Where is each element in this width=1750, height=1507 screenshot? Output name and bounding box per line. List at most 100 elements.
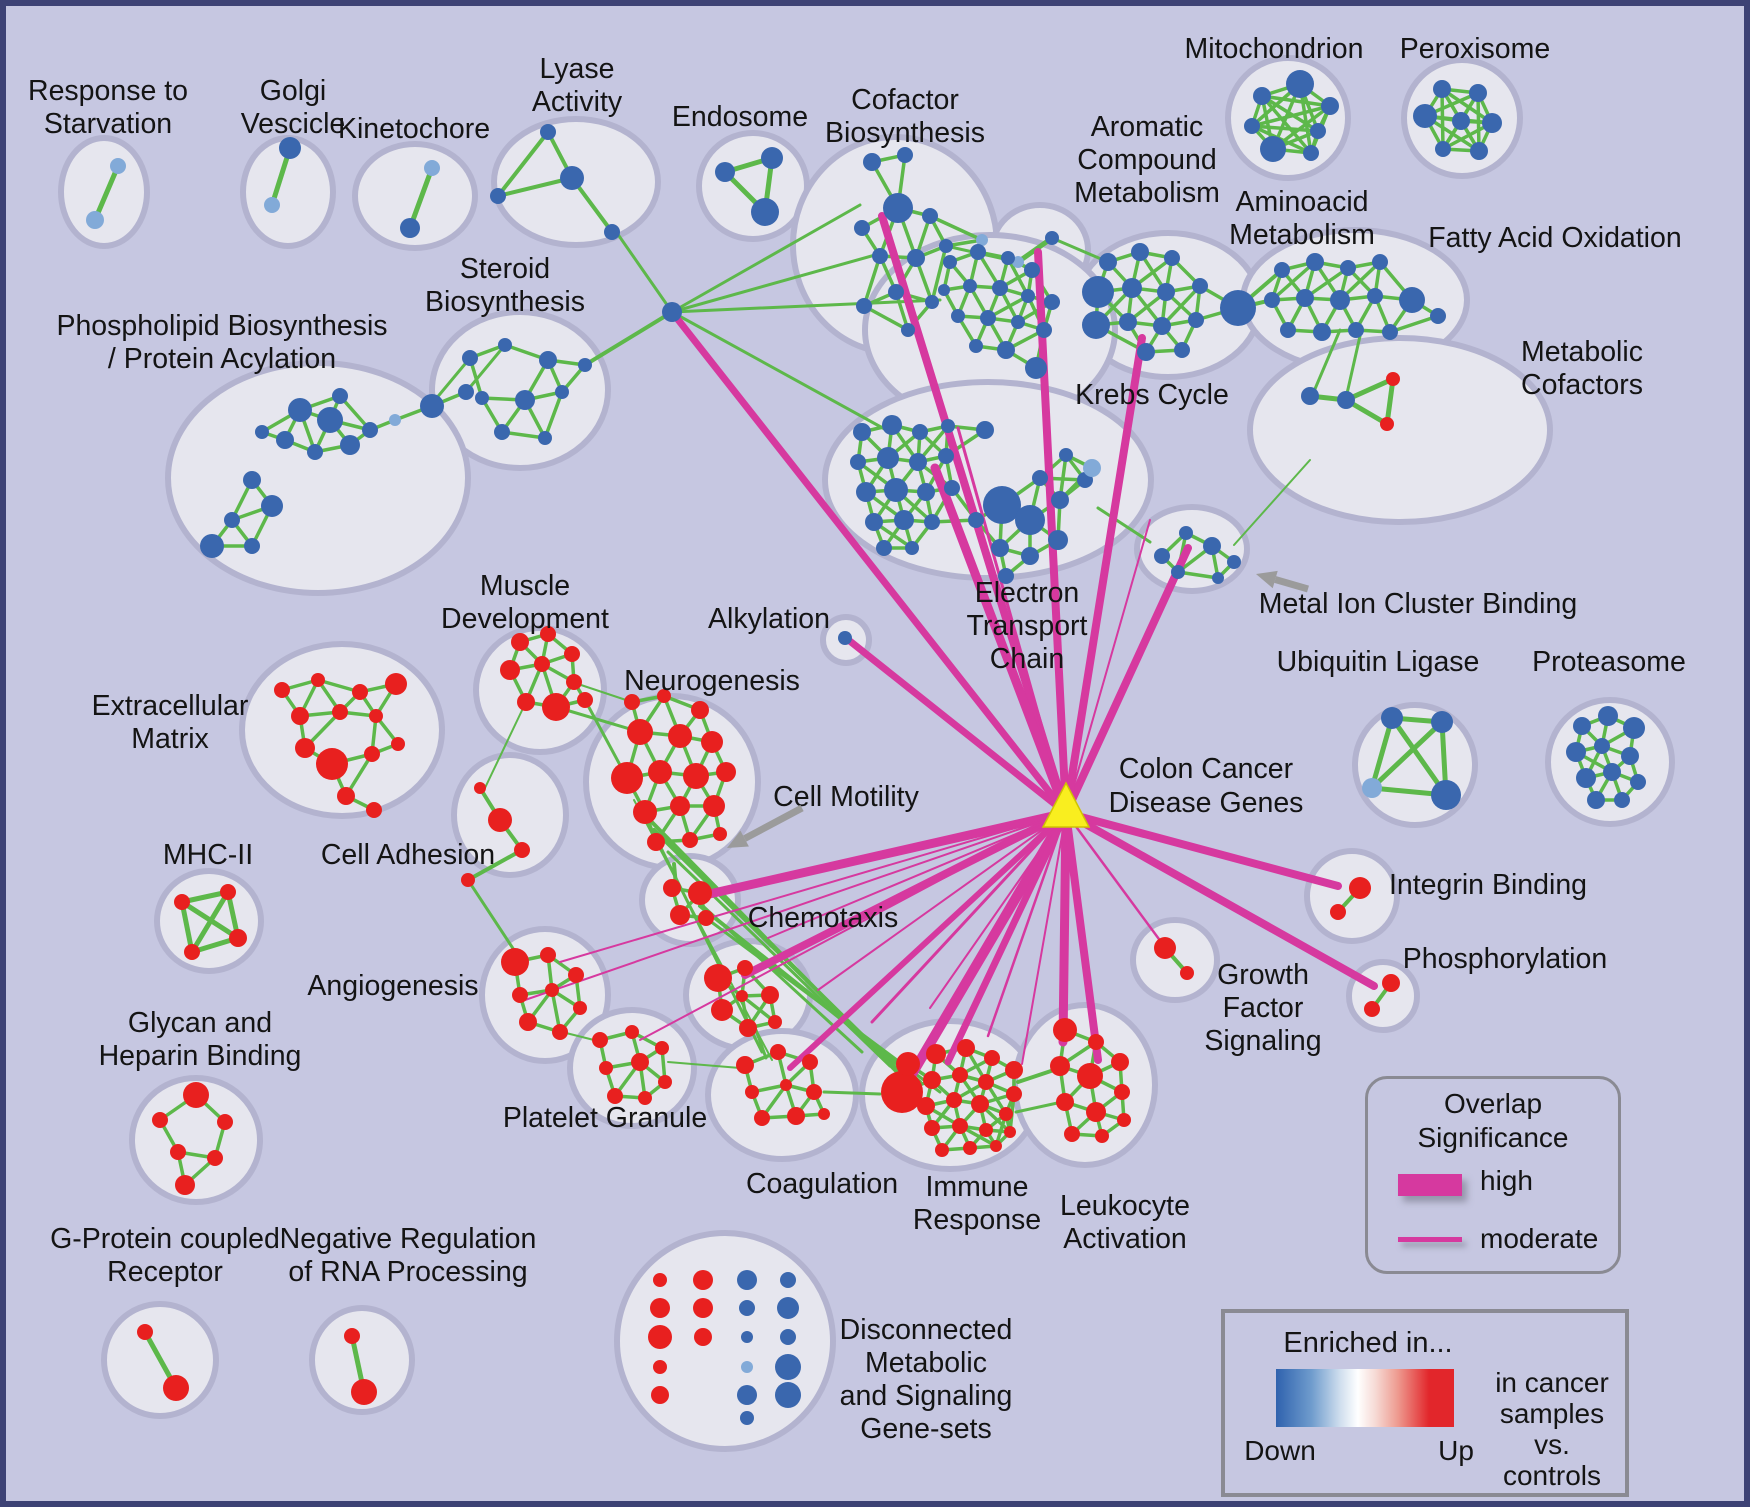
gene-set-node: [1280, 322, 1296, 338]
cluster-label-golgi-vescicle: Vescicle: [241, 108, 346, 140]
gene-set-node: [694, 1328, 712, 1346]
overlap-significance-edge: [559, 812, 1067, 963]
gene-set-node: [1203, 537, 1221, 555]
gene-set-node: [638, 1091, 652, 1105]
gene-set-node: [340, 435, 360, 455]
gene-set-node: [938, 284, 950, 296]
cluster-label-cell-adhesion: Cell Adhesion: [321, 839, 495, 871]
gene-set-node: [1364, 1001, 1380, 1017]
gene-set-node: [917, 483, 935, 501]
gene-set-node: [474, 782, 486, 794]
gene-set-edge: [496, 176, 574, 198]
gene-set-node: [1372, 254, 1388, 270]
gene-set-node: [850, 454, 866, 470]
annotations-layer: [727, 570, 1309, 848]
gene-set-node: [501, 948, 529, 976]
gene-set-edge: [1440, 87, 1494, 125]
cluster-label-aromatic-compound-metabolism: Metabolism: [1074, 177, 1220, 209]
cluster-label-lyase-activity: Activity: [532, 86, 623, 118]
gene-set-node: [170, 1144, 186, 1160]
gene-set-node: [944, 480, 960, 496]
gene-set-node: [1330, 290, 1350, 310]
gene-set-node: [806, 1084, 822, 1100]
cluster-ellipse-steroid-biosynthesis: [429, 309, 611, 471]
cluster-label-extracellular-matrix: Extracellular: [92, 690, 249, 722]
gene-set-node: [540, 124, 556, 140]
gene-set-node: [1051, 491, 1069, 509]
gene-set-node: [957, 1039, 975, 1057]
enrichment-note: in cancer samples vs. controls: [1487, 1367, 1617, 1491]
cluster-label-ubiquitin-ligase: Ubiquitin Ligase: [1277, 646, 1480, 678]
inter-cluster-edge: [466, 878, 516, 952]
cluster-label-fatty-acid-oxidation: Fatty Acid Oxidation: [1428, 222, 1681, 254]
gene-set-node: [768, 1015, 782, 1029]
gene-set-node: [1004, 1126, 1016, 1138]
enrichment-note-line1: in cancer: [1495, 1367, 1609, 1398]
gene-set-nodes-layer: [86, 70, 1646, 1425]
gene-set-node: [1171, 565, 1185, 579]
gene-set-node: [1083, 459, 1101, 477]
cluster-label-krebs-cycle: Krebs Cycle: [1075, 379, 1229, 411]
gene-set-node: [648, 760, 672, 784]
cluster-label-alkylation: Alkylation: [708, 603, 830, 635]
gene-set-node: [897, 147, 913, 163]
gene-set-node: [736, 990, 748, 1002]
gene-set-node: [517, 693, 535, 711]
gene-set-node: [780, 1079, 792, 1091]
gene-set-node: [1044, 294, 1060, 310]
gene-set-node: [498, 338, 512, 352]
enrichment-down-label: Down: [1244, 1435, 1316, 1466]
gene-set-node: [1082, 276, 1114, 308]
gene-set-node: [688, 881, 712, 905]
gene-set-node: [1048, 530, 1068, 550]
overlap-significance-edge: [741, 809, 1070, 979]
gene-set-node: [909, 453, 927, 471]
gene-set-node: [545, 983, 559, 997]
gene-set-node: [662, 302, 682, 322]
gene-set-node: [274, 682, 290, 698]
gene-set-node: [1227, 555, 1241, 569]
gene-set-node: [279, 137, 301, 159]
gene-set-node: [1119, 313, 1137, 331]
gene-set-node: [1621, 747, 1639, 765]
inter-cluster-edge: [571, 681, 633, 703]
gene-set-node: [1313, 323, 1331, 341]
gene-set-node: [1077, 1063, 1103, 1089]
gene-set-node: [534, 656, 550, 672]
gene-set-node: [344, 1328, 360, 1344]
gene-set-node: [1301, 387, 1319, 405]
gene-set-node: [976, 234, 988, 246]
gene-set-node: [1435, 141, 1451, 157]
gene-set-node: [1122, 278, 1142, 298]
gene-set-edge: [543, 390, 564, 440]
inter-cluster-edge: [1310, 328, 1342, 398]
gene-set-edge: [1389, 715, 1449, 798]
gene-set-node: [220, 884, 236, 900]
gene-set-node: [1053, 1018, 1077, 1042]
gene-set-node: [1349, 877, 1371, 899]
inter-cluster-edge: [1016, 1068, 1056, 1084]
gene-set-node: [1188, 312, 1204, 328]
cluster-label-growth-factor-signaling: Growth: [1217, 959, 1309, 991]
gene-set-node: [853, 423, 871, 441]
gene-set-node: [761, 986, 779, 1004]
gene-set-node: [1321, 97, 1339, 115]
cluster-label-kinetochore: Kinetochore: [338, 113, 490, 145]
gene-set-node: [693, 1298, 713, 1318]
gene-set-edge: [1260, 94, 1332, 108]
gene-set-node: [1006, 1086, 1022, 1102]
gene-set-node: [865, 513, 883, 531]
cluster-label-disconnected-gene-sets: Disconnected: [840, 1314, 1013, 1346]
gene-set-node: [854, 220, 870, 236]
gene-set-node: [519, 1013, 537, 1031]
gene-set-node: [539, 351, 557, 369]
gene-set-edge: [179, 899, 195, 955]
gene-set-node: [691, 701, 709, 719]
gene-set-node: [856, 482, 876, 502]
gene-set-node: [658, 1075, 672, 1089]
gene-set-edge: [930, 244, 948, 304]
gene-set-node: [952, 1067, 968, 1083]
gene-set-node: [1260, 136, 1286, 162]
gene-set-node: [657, 689, 671, 703]
